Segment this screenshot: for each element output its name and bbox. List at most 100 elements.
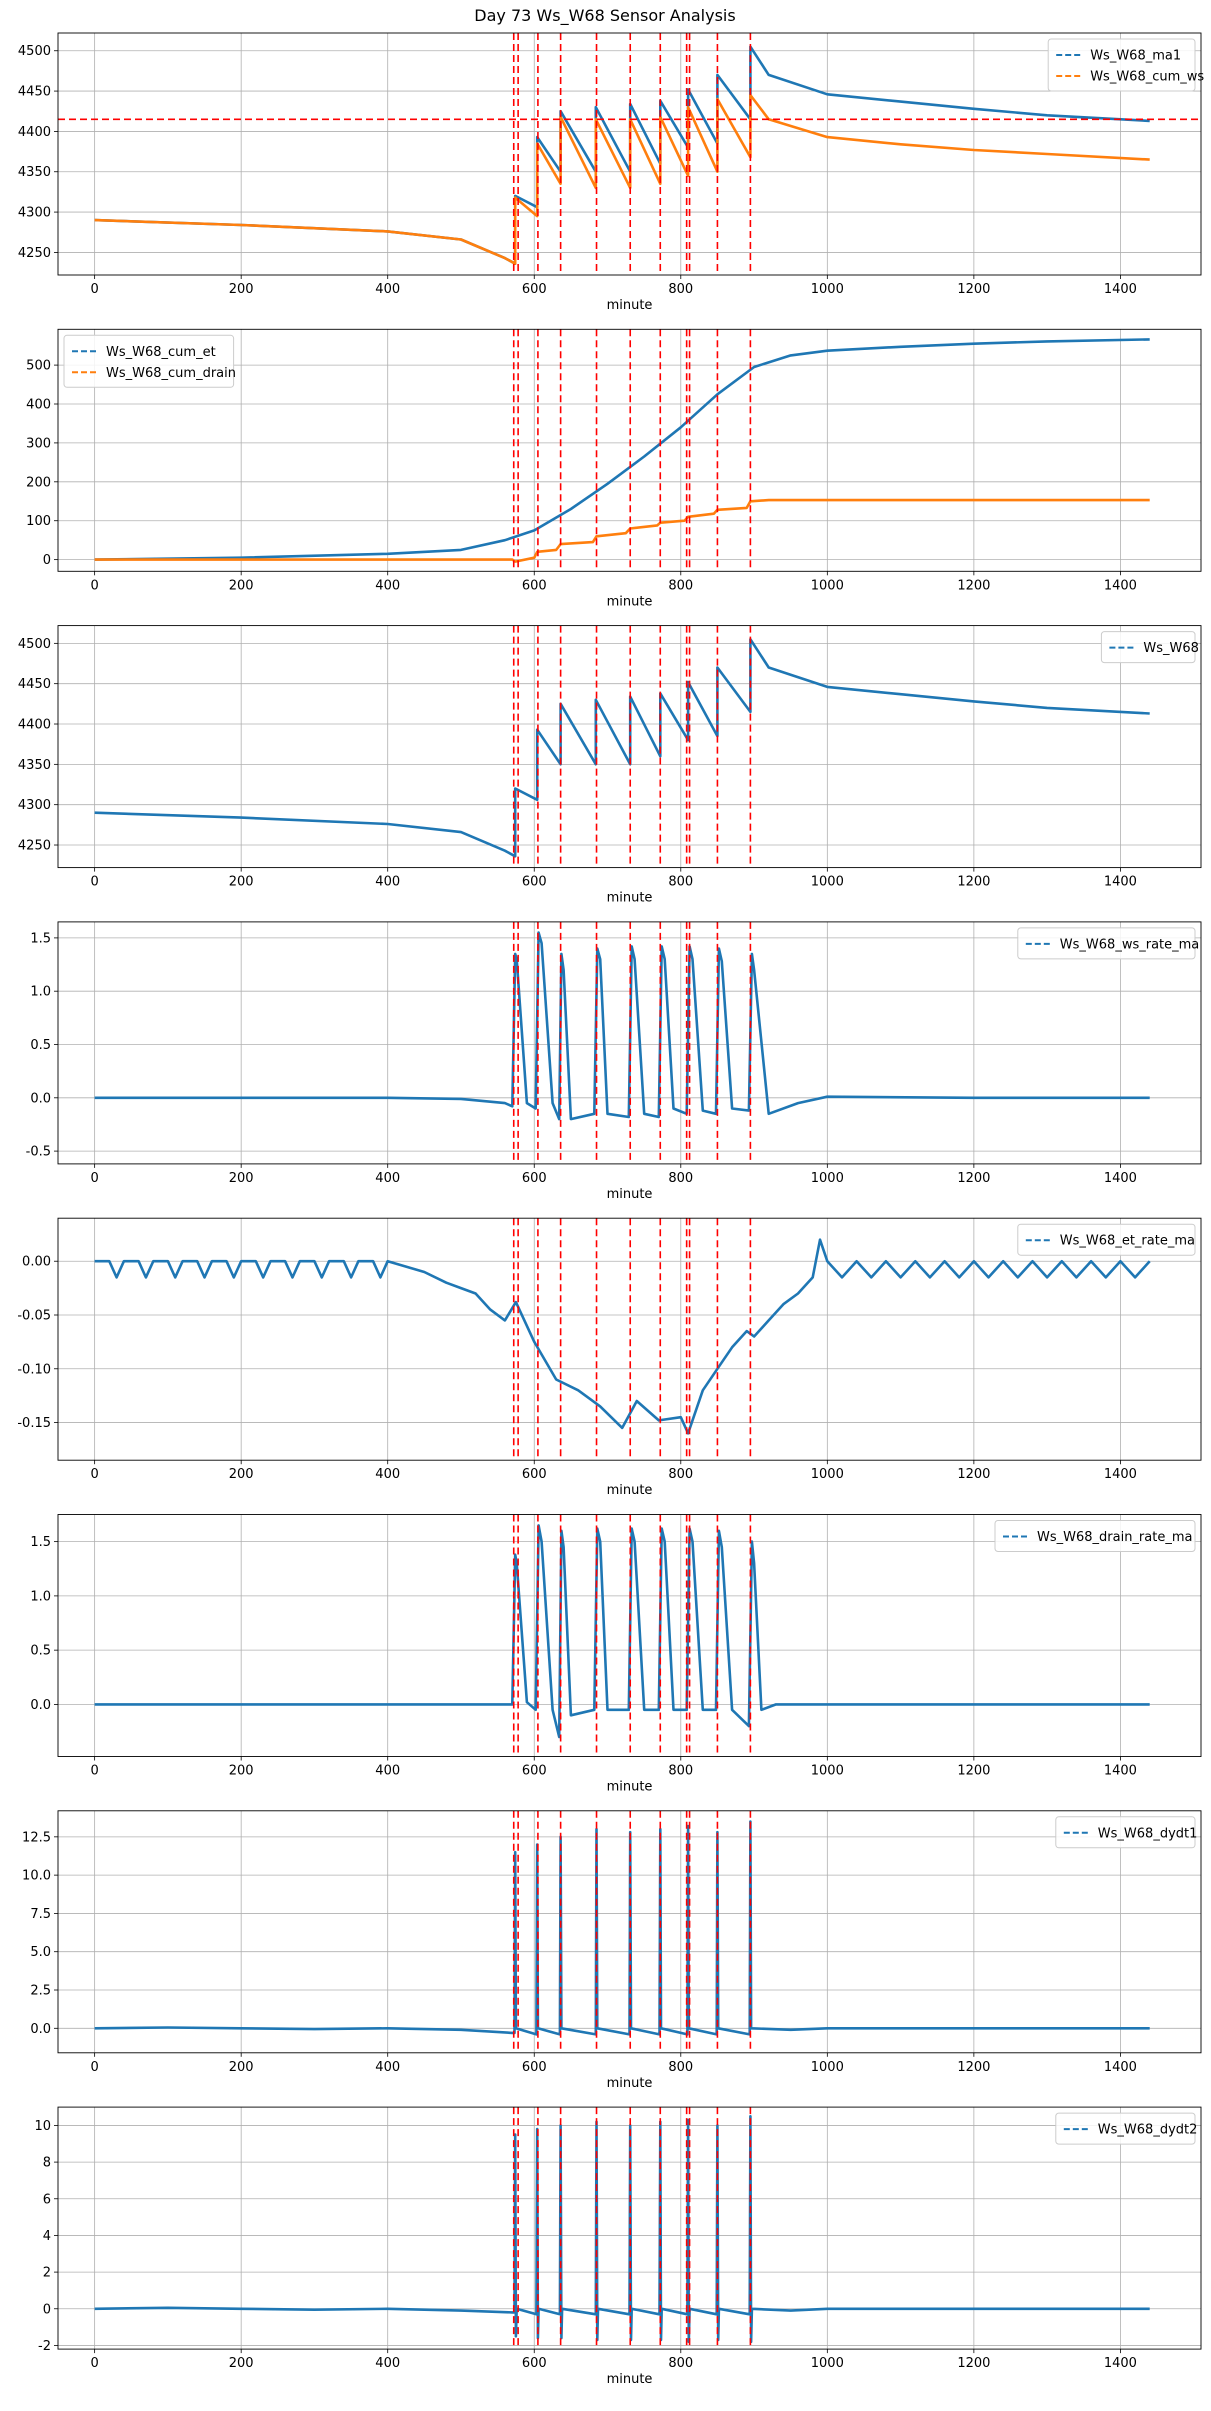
x-tick-label: 400 — [375, 1171, 400, 1186]
x-axis-label: minute — [607, 1780, 653, 1795]
legend: Ws_W68_cum_et Ws_W68_cum_drain — [63, 334, 236, 388]
legend-label: Ws_W68_drain_rate_ma — [1037, 1530, 1192, 1545]
x-tick-label: 0 — [90, 1171, 98, 1186]
plot-area — [94, 1218, 1151, 1461]
x-tick-label: 800 — [668, 1467, 693, 1482]
series-line-Ws_W68 — [94, 637, 1150, 858]
y-tick-label: 4300 — [18, 206, 51, 221]
x-tick-label: 600 — [522, 1171, 547, 1186]
legend-box — [1017, 1223, 1196, 1256]
x-tick-label: 1200 — [957, 1764, 990, 1779]
y-tick-label: 4 — [43, 2229, 51, 2244]
y-tick-label: 4500 — [18, 637, 51, 652]
x-tick-label: 1000 — [811, 2060, 844, 2075]
legend: Ws_W68_ma1 Ws_W68_cum_ws — [1047, 38, 1204, 92]
x-tick-label: 800 — [668, 1171, 693, 1186]
y-tick-label: 500 — [26, 359, 51, 374]
plot-area — [94, 625, 1150, 868]
y-tick-label: 0.5 — [30, 1644, 51, 1659]
legend-label: Ws_W68_cum_ws — [1090, 70, 1204, 85]
legend-label: Ws_W68_et_rate_ma — [1060, 1234, 1195, 1249]
x-tick-label: 0 — [90, 282, 98, 297]
x-tick-label: 400 — [375, 578, 400, 593]
legend-label: Ws_W68_ws_rate_ma — [1060, 937, 1199, 952]
x-tick-label: 1200 — [957, 875, 990, 890]
x-tick-label: 0 — [90, 578, 98, 593]
x-tick-label: 800 — [668, 1764, 693, 1779]
y-tick-label: 4350 — [18, 165, 51, 180]
legend-label: Ws_W68_dydt2 — [1098, 2123, 1198, 2138]
x-tick-label: 0 — [90, 1764, 98, 1779]
y-tick-label: 4450 — [18, 85, 51, 100]
y-tick-label: 0.0 — [30, 1698, 51, 1713]
series-line-Ws_W68_cum_et — [94, 338, 1150, 561]
x-tick-label: 1000 — [811, 1467, 844, 1482]
subplot-2: 0 200 400 600 800 1000 1200 1400 0 100 200 300 400 50… — [26, 328, 1202, 609]
y-tick-label: 5.0 — [30, 1945, 51, 1960]
y-tick-label: 1.5 — [30, 1535, 51, 1550]
y-tick-label: 0 — [43, 2302, 51, 2317]
x-tick-label: 1400 — [1104, 2356, 1137, 2371]
x-tick-label: 1400 — [1104, 282, 1137, 297]
y-tick-label: -0.5 — [26, 1145, 51, 1160]
x-tick-label: 0 — [90, 2060, 98, 2075]
legend-box — [1017, 927, 1196, 960]
x-tick-label: 1400 — [1104, 2060, 1137, 2075]
legend: Ws_W68_ws_rate_ma — [1017, 927, 1199, 960]
x-tick-label: 600 — [522, 578, 547, 593]
x-tick-label: 400 — [375, 282, 400, 297]
x-tick-label: 1200 — [957, 1467, 990, 1482]
y-tick-label: 10 — [34, 2119, 51, 2134]
subplot-6: 0 200 400 600 800 1000 1200 1400 0.0 0.5 1.0 1.5 min… — [30, 1514, 1202, 1795]
x-tick-label: 800 — [668, 282, 693, 297]
series-line-Ws_W68_ma1 — [94, 45, 1150, 266]
y-tick-label: 4250 — [18, 246, 51, 261]
subplot-5: 0 200 400 600 800 1000 1200 1400 -0.15 -0.10 -0.05… — [17, 1217, 1202, 1498]
legend-label: Ws_W68_cum_drain — [106, 366, 236, 381]
legend-box — [1055, 1816, 1196, 1849]
axes-frame — [57, 1514, 1202, 1757]
series-line-Ws_W68_dydt1 — [94, 1820, 1150, 2036]
x-tick-label: 1400 — [1104, 1764, 1137, 1779]
x-tick-label: 1400 — [1104, 1171, 1137, 1186]
x-tick-label: 800 — [668, 875, 693, 890]
x-tick-label: 200 — [229, 1764, 254, 1779]
y-tick-label: 4350 — [18, 758, 51, 773]
legend-label: Ws_W68_ma1 — [1090, 49, 1181, 64]
legend-box — [63, 334, 235, 388]
series-line-Ws_W68_cum_ws — [94, 93, 1150, 266]
plot-area — [58, 33, 1201, 275]
x-tick-label: 200 — [229, 578, 254, 593]
x-tick-label: 600 — [522, 1467, 547, 1482]
x-tick-label: 1200 — [957, 578, 990, 593]
legend: Ws_W68_et_rate_ma — [1017, 1223, 1196, 1256]
x-tick-label: 400 — [375, 2356, 400, 2371]
legend: Ws_W68_dydt2 — [1055, 2112, 1198, 2145]
x-tick-label: 1400 — [1104, 875, 1137, 890]
axes-frame — [57, 921, 1202, 1165]
y-tick-label: 300 — [26, 436, 51, 451]
x-tick-label: 800 — [668, 578, 693, 593]
x-tick-label: 800 — [668, 2356, 693, 2371]
y-tick-label: 0 — [43, 553, 51, 568]
x-tick-label: 0 — [90, 2356, 98, 2371]
subplot-4: 0 200 400 600 800 1000 1200 1400 -0.5 0.0 0.5 1.0 1.… — [26, 921, 1202, 1202]
y-tick-label: 7.5 — [30, 1907, 51, 1922]
legend-label: Ws_W68_cum_et — [106, 345, 216, 360]
x-axis-label: minute — [607, 1187, 653, 1202]
subplot-8: 0 200 400 600 800 1000 1200 1400 -2 0 2 4 6 8 10 minute… — [34, 2106, 1202, 2387]
x-tick-label: 1000 — [811, 1171, 844, 1186]
series-line-Ws_W68_dydt2 — [94, 2115, 1150, 2344]
legend-label: Ws_W68 — [1143, 641, 1199, 656]
x-tick-label: 600 — [522, 875, 547, 890]
x-tick-label: 0 — [90, 875, 98, 890]
y-tick-label: 4400 — [18, 125, 51, 140]
series-line-Ws_W68_drain_rate_ma — [94, 1524, 1150, 1739]
x-tick-label: 200 — [229, 2356, 254, 2371]
x-tick-label: 800 — [668, 2060, 693, 2075]
x-axis-label: minute — [607, 891, 653, 906]
x-tick-label: 200 — [229, 1467, 254, 1482]
y-tick-label: 0.00 — [22, 1255, 51, 1270]
y-tick-label: 0.5 — [30, 1038, 51, 1053]
